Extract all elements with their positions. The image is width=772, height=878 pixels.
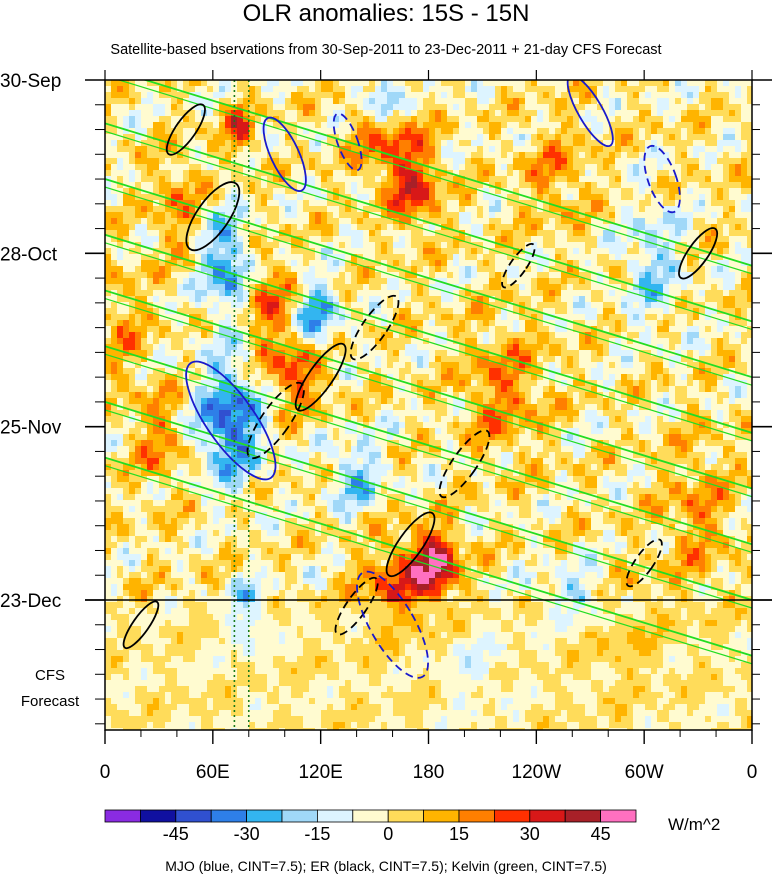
- colorbar-tick-label: 15: [449, 824, 469, 844]
- colorbar-tick-label: 45: [591, 824, 611, 844]
- y-tick-label: 28-Oct: [0, 244, 58, 265]
- forecast-label: CFS: [35, 667, 65, 684]
- y-tick-label: 25-Nov: [0, 418, 62, 439]
- plot-axes: 0 60E 120E 180 120W 60W 0 30-Sep 28-Oct 25-Nov 23-…: [0, 70, 772, 783]
- colorbar-swatch: [564, 809, 602, 823]
- colorbar-swatch: [281, 809, 318, 823]
- y-tick-label: 30-Sep: [0, 71, 61, 92]
- colorbar-swatch: [139, 809, 177, 823]
- colorbar-swatch: [493, 809, 531, 823]
- x-tick-label: 120E: [298, 762, 342, 783]
- y-tick-label: 23-Dec: [0, 591, 61, 612]
- chart-subtitle: Satellite-based bservations from 30-Sep-…: [110, 42, 662, 58]
- colorbar-swatch: [529, 809, 566, 823]
- x-tick-label: 60E: [196, 762, 230, 783]
- colorbar-swatch: [104, 809, 141, 823]
- forecast-label: Forecast: [21, 693, 80, 710]
- wave-overlays: [105, 80, 752, 730]
- x-tick-label: 0: [747, 762, 758, 783]
- colorbar-tick-label: -15: [304, 824, 330, 844]
- colorbar-swatch: [246, 809, 283, 823]
- x-tick-label: 120W: [512, 762, 562, 783]
- colorbar-tick-label: 30: [520, 824, 540, 844]
- x-tick-label: 180: [413, 762, 445, 783]
- colorbar-tick-label: -30: [234, 824, 260, 844]
- colorbar-swatch: [458, 809, 495, 823]
- olr-heatmap: [105, 80, 752, 730]
- colorbar-tick-label: -45: [163, 824, 189, 844]
- colorbar-swatch: [316, 809, 354, 823]
- colorbar-units: W/m^2: [668, 815, 721, 834]
- legend-footer: MJO (blue, CINT=7.5); ER (black, CINT=7.…: [165, 858, 607, 874]
- x-tick-label: 0: [100, 762, 111, 783]
- colorbar-swatch: [352, 809, 389, 823]
- colorbar-swatch: [175, 809, 212, 823]
- colorbar-swatch: [423, 809, 460, 823]
- colorbar: -45 -30 -15 0 15 30 45: [104, 809, 637, 844]
- chart-title: OLR anomalies: 15S - 15N: [242, 0, 530, 27]
- colorbar-swatch: [387, 809, 425, 823]
- x-tick-label: 60W: [625, 762, 664, 783]
- colorbar-swatch: [210, 809, 247, 823]
- colorbar-tick-label: 0: [383, 824, 393, 844]
- colorbar-swatch: [600, 809, 637, 823]
